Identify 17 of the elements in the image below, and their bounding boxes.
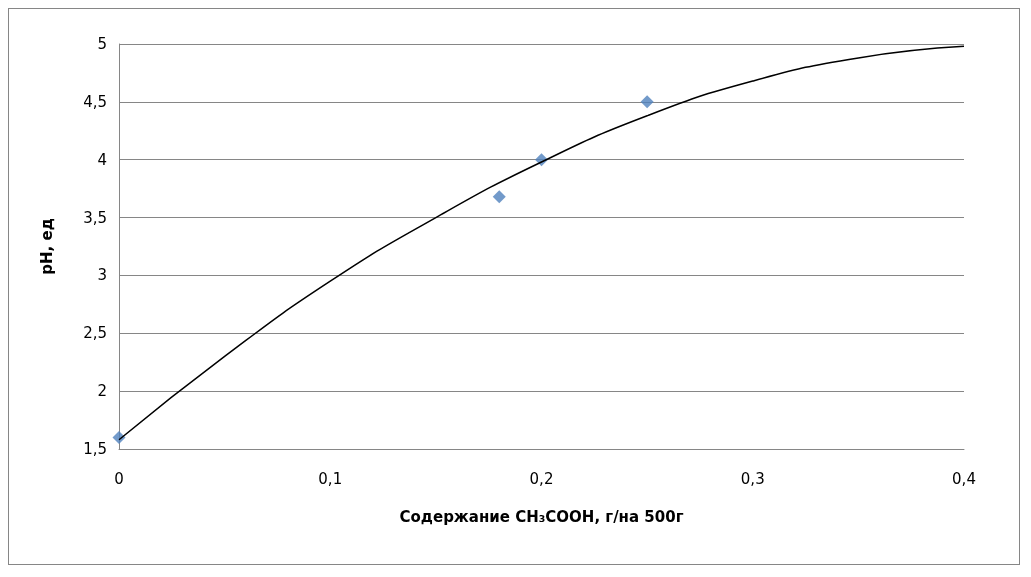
x-tick-label: 0 <box>114 469 124 488</box>
y-axis-title: pH, ед <box>37 218 56 275</box>
y-tick-label: 5 <box>97 35 107 53</box>
y-tick-label: 2,5 <box>83 324 107 343</box>
y-tick-label: 3 <box>97 266 107 285</box>
y-tick-label: 3,5 <box>83 208 107 227</box>
point <box>640 95 654 109</box>
y-tick-label: 1,5 <box>83 440 107 458</box>
x-tick-label: 0,4 <box>952 469 976 488</box>
y-tick-label: 4,5 <box>83 92 107 111</box>
x-axis-title: Содержание CH₃COOH, г/на 500г <box>399 507 684 526</box>
x-tick-label: 0,3 <box>740 469 765 488</box>
y-tick-label: 4 <box>97 150 107 169</box>
x-tick-label: 0,2 <box>529 469 554 488</box>
point <box>492 190 506 204</box>
y-tick-label: 2 <box>97 382 107 401</box>
x-tick-label: 0,1 <box>318 469 343 488</box>
